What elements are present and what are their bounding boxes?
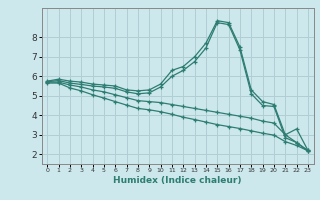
X-axis label: Humidex (Indice chaleur): Humidex (Indice chaleur)	[113, 176, 242, 185]
